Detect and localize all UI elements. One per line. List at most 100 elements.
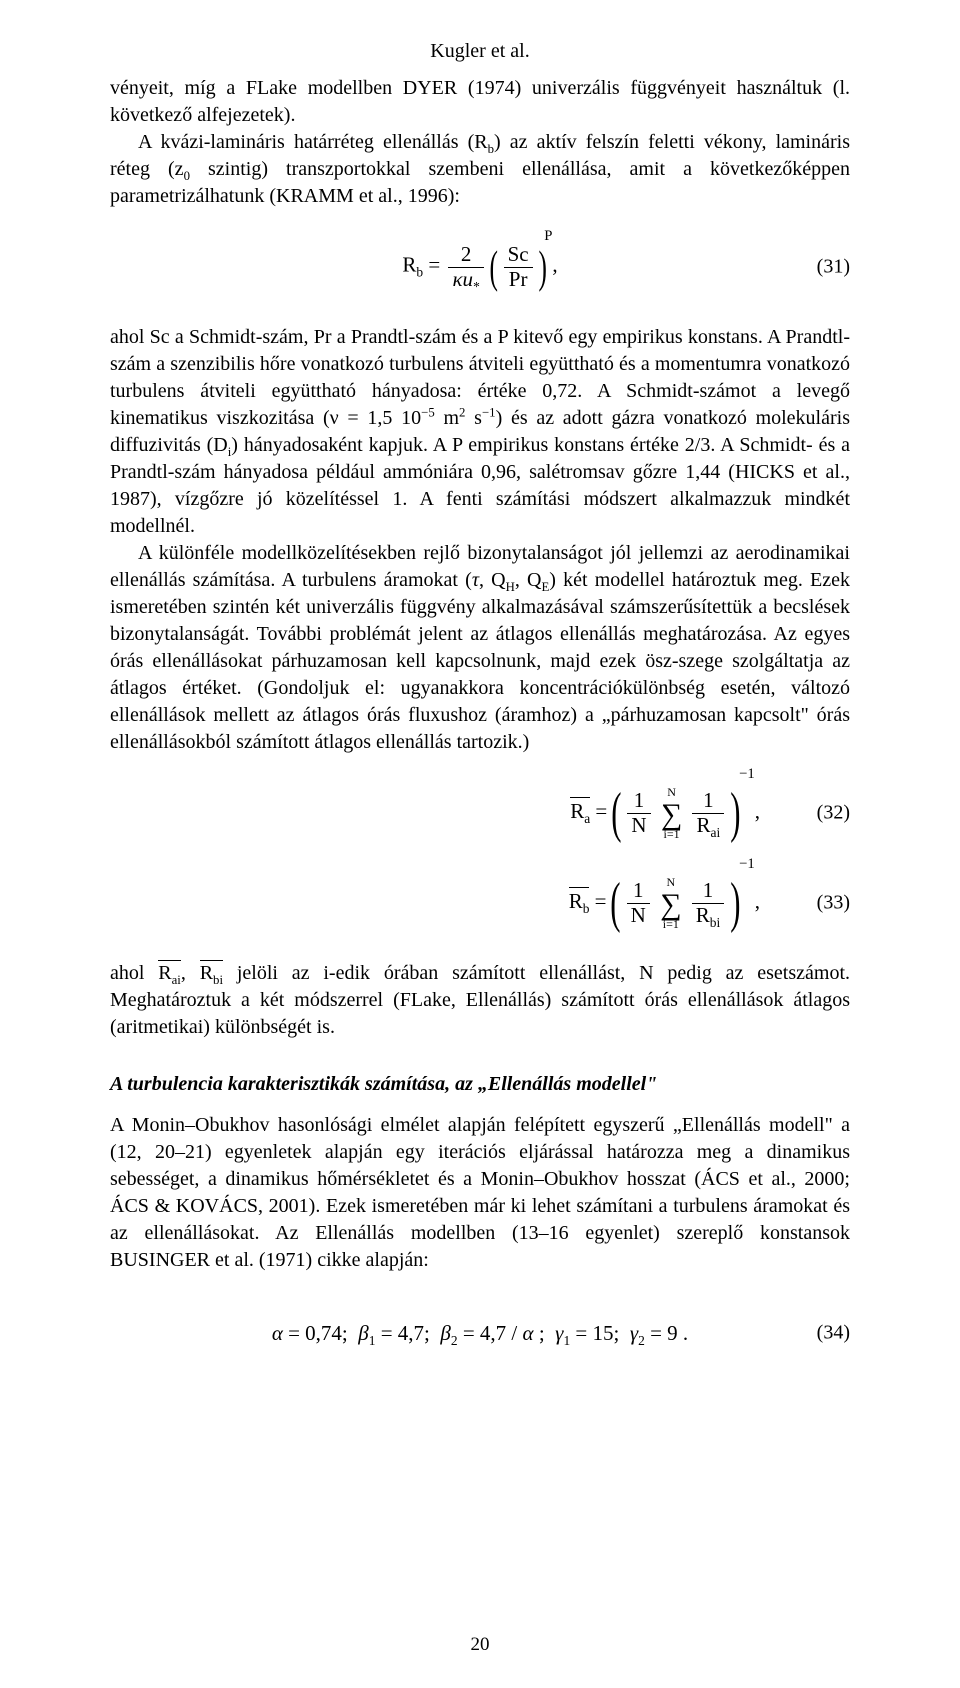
sub-2: 2: [451, 1333, 458, 1348]
text: s: [465, 407, 482, 429]
num-1: 1: [627, 789, 650, 813]
sup-m5: −5: [421, 405, 435, 419]
Ra: R: [570, 799, 584, 823]
frac-1Rbi: 1 Rbi: [692, 879, 724, 926]
sub-1b: 1: [563, 1333, 570, 1348]
sym-eq: =: [595, 889, 612, 913]
sub-ai: ai: [172, 973, 181, 987]
den-Rai: Rai: [692, 814, 724, 837]
sub-H: H: [506, 580, 515, 594]
smallcaps-kovacs: OVÁCS: [190, 1195, 258, 1217]
equation-31: Rb = 2 κu* ( Sc Pr )P, (31): [110, 234, 850, 300]
sub-2b: 2: [638, 1333, 645, 1348]
sum-top: N: [661, 786, 682, 798]
text: et al., 1996):: [354, 185, 460, 207]
text: & K: [149, 1195, 190, 1217]
paragraph-schmidt: ahol Sc a Schmidt-szám, Pr a Prandtl-szá…: [110, 324, 850, 540]
text: szintig) transzportokkal szembeni ellená…: [110, 158, 850, 207]
equation-31-number: (31): [817, 254, 850, 281]
sym-eq: =: [595, 799, 612, 823]
text: A kvázi-lamináris határréteg ellenállás …: [138, 131, 488, 153]
smallcaps-businger: USINGER: [123, 1249, 210, 1271]
Rb: R: [569, 889, 583, 913]
sub-b: b: [416, 265, 423, 280]
paren-r: ): [731, 785, 741, 841]
equation-34-body: α = 0,74; β1 = 4,7; β2 = 4,7 / α ; γ1 = …: [272, 1319, 688, 1347]
frac-sc-pr: Sc Pr: [504, 243, 533, 290]
sub-bi: bi: [213, 973, 223, 987]
paragraph-rb: A kvázi-lamináris határréteg ellenállás …: [110, 129, 850, 210]
den-N: N: [627, 904, 650, 927]
frac-1N: 1 N: [627, 789, 650, 836]
tau: τ: [472, 569, 479, 591]
equation-33: Rb = ( 1 N N ∑ i=1 1 Rbi )−1, (33): [110, 870, 850, 936]
frac-2-ku: 2 κu*: [448, 243, 483, 290]
paragraph-ahol: ahol Rai, Rbi jelöli az i-edik órában sz…: [110, 960, 850, 1041]
equation-33-body: Rb = ( 1 N N ∑ i=1 1 Rbi )−1,: [569, 875, 760, 931]
num-1: 1: [627, 879, 650, 903]
paren-l: (: [610, 875, 620, 931]
frac-1Rai: 1 Rai: [692, 789, 724, 836]
sum-bot: i=1: [661, 828, 682, 840]
paragraph-aero: A különféle modellközelítésekben rejlő b…: [110, 540, 850, 756]
text: ahol: [110, 962, 158, 984]
frac-1N: 1 N: [627, 879, 650, 926]
exp-P: P: [544, 227, 552, 247]
Rbi: R: [696, 903, 710, 927]
sub-star: *: [473, 279, 480, 294]
equation-33-number: (33): [817, 890, 850, 917]
paren-r: ): [731, 875, 741, 931]
paren-l: (: [611, 785, 621, 841]
exp-m1: −1: [739, 765, 755, 785]
equation-34: α = 0,74; β1 = 4,7; β2 = 4,7 / α ; γ1 = …: [110, 1300, 850, 1366]
den-Rbi: Rbi: [692, 904, 724, 927]
text: ) két modellel határoztuk meg. Ezek isme…: [110, 569, 850, 753]
paren-l: (: [489, 244, 497, 290]
comma: ,: [181, 962, 200, 984]
sym-Rb: R: [402, 253, 416, 277]
Rai: R: [158, 962, 171, 984]
num-1b: 1: [692, 789, 724, 813]
sup-m1: −1: [482, 405, 496, 419]
sub-bi: bi: [710, 915, 720, 930]
paragraph-monin: A Monin–Obukhov hasonlósági elmélet alap…: [110, 1112, 850, 1274]
Rai-bar: Rai: [158, 960, 181, 987]
sum-bot: i=1: [660, 918, 681, 930]
Ra-bar: Ra: [570, 797, 590, 825]
num-sc: Sc: [504, 243, 533, 267]
exp-m1: −1: [739, 855, 755, 875]
equation-34-number: (34): [817, 1320, 850, 1347]
author-header: Kugler et al.: [110, 38, 850, 65]
num-1b: 1: [692, 879, 724, 903]
sum: N ∑ i=1: [660, 876, 681, 930]
den-pr: Pr: [504, 268, 533, 291]
sigma-icon: ∑: [660, 891, 681, 918]
smallcaps-hicks: ICKS: [749, 461, 795, 483]
Rbi: R: [200, 962, 213, 984]
sub-ai: ai: [711, 825, 721, 840]
ku: κu: [452, 267, 473, 291]
smallcaps-acs: CS: [715, 1168, 739, 1190]
sym-eq: =: [428, 253, 445, 277]
smallcaps-acs2: CS: [124, 1195, 148, 1217]
smallcaps-kramm: RAMM: [290, 185, 353, 207]
text: , Q: [479, 569, 506, 591]
equation-32-body: Ra = ( 1 N N ∑ i=1 1 Rai )−1,: [570, 785, 760, 841]
comma: ,: [755, 799, 760, 823]
page-number: 20: [0, 1632, 960, 1658]
sub-1: 1: [369, 1333, 376, 1348]
paren-r: ): [538, 244, 546, 290]
equation-31-body: Rb = 2 κu* ( Sc Pr )P,: [402, 243, 557, 290]
sum: N ∑ i=1: [661, 786, 682, 840]
Rbi-bar: Rbi: [200, 960, 223, 987]
sum-top: N: [660, 876, 681, 888]
text: , Q: [515, 569, 542, 591]
text: et al. (1971) cikke alapján:: [210, 1249, 429, 1271]
equation-32-number: (32): [817, 800, 850, 827]
text: m: [435, 407, 459, 429]
comma: ,: [755, 889, 760, 913]
den-N: N: [627, 814, 650, 837]
sigma-icon: ∑: [661, 801, 682, 828]
paragraph-cont: vényeit, míg a FLake modellben DYER (197…: [110, 75, 850, 129]
Rai: R: [696, 813, 710, 837]
